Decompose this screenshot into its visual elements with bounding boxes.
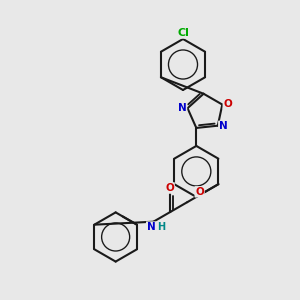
Text: Cl: Cl [177,28,189,38]
Text: N: N [178,103,187,112]
Text: O: O [195,187,204,197]
Text: O: O [165,183,174,193]
Text: N: N [147,222,155,232]
Text: N: N [219,121,228,131]
Text: O: O [223,99,232,109]
Text: H: H [157,222,165,232]
